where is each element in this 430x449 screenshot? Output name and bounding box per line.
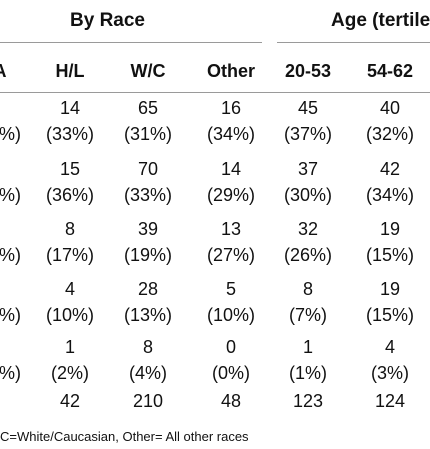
cell-percent: (0%) <box>211 363 251 383</box>
cell-percent: (17%) <box>45 245 95 265</box>
cell-percent: (29%) <box>206 185 256 205</box>
cell-count: 1 <box>64 337 76 357</box>
cell-total: 123 <box>292 391 324 411</box>
cell-count: 28 <box>137 279 159 299</box>
cell-percent: (15%) <box>365 245 415 265</box>
cell-count: 45 <box>297 98 319 118</box>
cell-count: 37 <box>297 159 319 179</box>
cell-percent: (15%) <box>365 305 415 325</box>
cell-total: 42 <box>59 391 81 411</box>
column-header-hl: H/L <box>55 61 85 81</box>
column-header-other: Other <box>206 61 256 81</box>
header-by-race: By Race <box>70 10 145 31</box>
cell-total: 124 <box>374 391 406 411</box>
column-header-54-62: 54-62 <box>366 61 414 81</box>
cell-count: 70 <box>137 159 159 179</box>
cell-total: 48 <box>220 391 242 411</box>
cell-percent: (32%) <box>365 124 415 144</box>
cell-percent: (2%) <box>50 363 90 383</box>
cell-percent: (27%) <box>206 245 256 265</box>
cell-count: 5 <box>225 279 237 299</box>
column-header-20-53: 20-53 <box>284 61 332 81</box>
row-left-fragment: %) <box>0 185 21 205</box>
rule-race-left <box>0 42 262 43</box>
cell-count: 13 <box>220 219 242 239</box>
cell-count: 0 <box>225 337 237 357</box>
header-age-tertile: Age (tertile <box>331 10 430 31</box>
cell-count: 40 <box>379 98 401 118</box>
cell-percent: (4%) <box>128 363 168 383</box>
cell-count: 8 <box>302 279 314 299</box>
footnote: C=White/Caucasian, Other= All other race… <box>0 429 249 444</box>
cell-count: 39 <box>137 219 159 239</box>
cell-count: 14 <box>220 159 242 179</box>
cell-count: 14 <box>59 98 81 118</box>
row-left-fragment: %) <box>0 363 21 383</box>
cell-percent: (37%) <box>283 124 333 144</box>
cell-percent: (7%) <box>288 305 328 325</box>
cell-count: 1 <box>302 337 314 357</box>
cell-percent: (30%) <box>283 185 333 205</box>
row-left-fragment: %) <box>0 305 21 325</box>
row-left-fragment: %) <box>0 245 21 265</box>
cell-percent: (34%) <box>365 185 415 205</box>
rule-age <box>277 42 430 43</box>
cell-percent: (3%) <box>370 363 410 383</box>
cell-count: 42 <box>379 159 401 179</box>
cell-percent: (33%) <box>123 185 173 205</box>
cell-percent: (36%) <box>45 185 95 205</box>
cell-count: 4 <box>384 337 396 357</box>
cell-count: 15 <box>59 159 81 179</box>
cell-percent: (1%) <box>288 363 328 383</box>
cell-count: 19 <box>379 219 401 239</box>
cell-total: 210 <box>132 391 164 411</box>
cell-percent: (10%) <box>206 305 256 325</box>
column-header-a: A <box>0 61 7 82</box>
cell-count: 65 <box>137 98 159 118</box>
cell-count: 32 <box>297 219 319 239</box>
cell-percent: (31%) <box>123 124 173 144</box>
cell-count: 16 <box>220 98 242 118</box>
cell-percent: (10%) <box>45 305 95 325</box>
row-left-fragment: %) <box>0 124 21 144</box>
cell-percent: (33%) <box>45 124 95 144</box>
cell-percent: (19%) <box>123 245 173 265</box>
cell-count: 19 <box>379 279 401 299</box>
cell-percent: (34%) <box>206 124 256 144</box>
cell-percent: (13%) <box>123 305 173 325</box>
cell-count: 8 <box>64 219 76 239</box>
cell-percent: (26%) <box>283 245 333 265</box>
column-header-wc: W/C <box>130 61 166 81</box>
rule-below-columns <box>0 92 430 93</box>
cell-count: 4 <box>64 279 76 299</box>
cell-count: 8 <box>142 337 154 357</box>
